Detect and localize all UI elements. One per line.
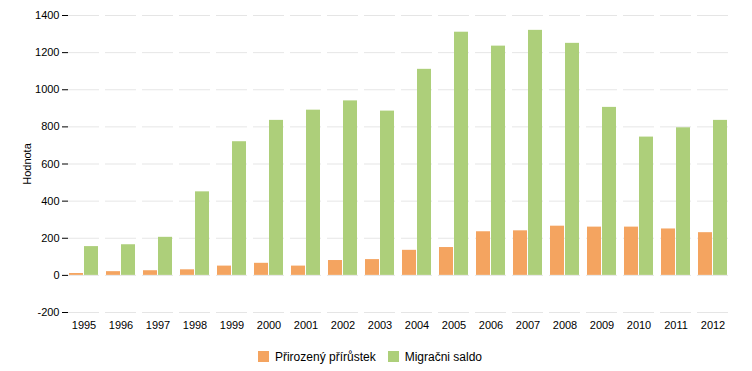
svg-text:2001: 2001 (294, 319, 318, 331)
svg-text:1998: 1998 (183, 319, 207, 331)
svg-text:2003: 2003 (368, 319, 392, 331)
svg-text:1200: 1200 (35, 46, 59, 58)
svg-text:1400: 1400 (35, 9, 59, 21)
svg-text:2010: 2010 (627, 319, 651, 331)
html-text:Přirozený přírůstek: Přirozený přírůstek (275, 349, 376, 364)
svg-text:2002: 2002 (331, 319, 355, 331)
svg-text:1999: 1999 (220, 319, 244, 331)
svg-text:1996: 1996 (109, 319, 133, 331)
svg-text:1000: 1000 (35, 83, 59, 95)
svg-text:2006: 2006 (479, 319, 503, 331)
svg-text:1997: 1997 (146, 319, 170, 331)
html-text:Migračni saldo: Migračni saldo (404, 349, 482, 364)
svg-text:2007: 2007 (516, 319, 540, 331)
svg-text:2009: 2009 (590, 319, 614, 331)
svg-text:1995: 1995 (72, 319, 96, 331)
svg-text:400: 400 (41, 195, 59, 207)
svg-text:2005: 2005 (442, 319, 466, 331)
svg-text:-200: -200 (37, 306, 59, 318)
svg-text:2000: 2000 (257, 319, 281, 331)
svg-text:2004: 2004 (405, 319, 429, 331)
svg-text:0: 0 (53, 269, 59, 281)
svg-text:2008: 2008 (553, 319, 577, 331)
svg-text:200: 200 (41, 232, 59, 244)
svg-text:Hodnota: Hodnota (21, 142, 33, 184)
svg-text:600: 600 (41, 158, 59, 170)
svg-text:2011: 2011 (664, 319, 688, 331)
svg-text:800: 800 (41, 120, 59, 132)
svg-text:2012: 2012 (701, 319, 725, 331)
